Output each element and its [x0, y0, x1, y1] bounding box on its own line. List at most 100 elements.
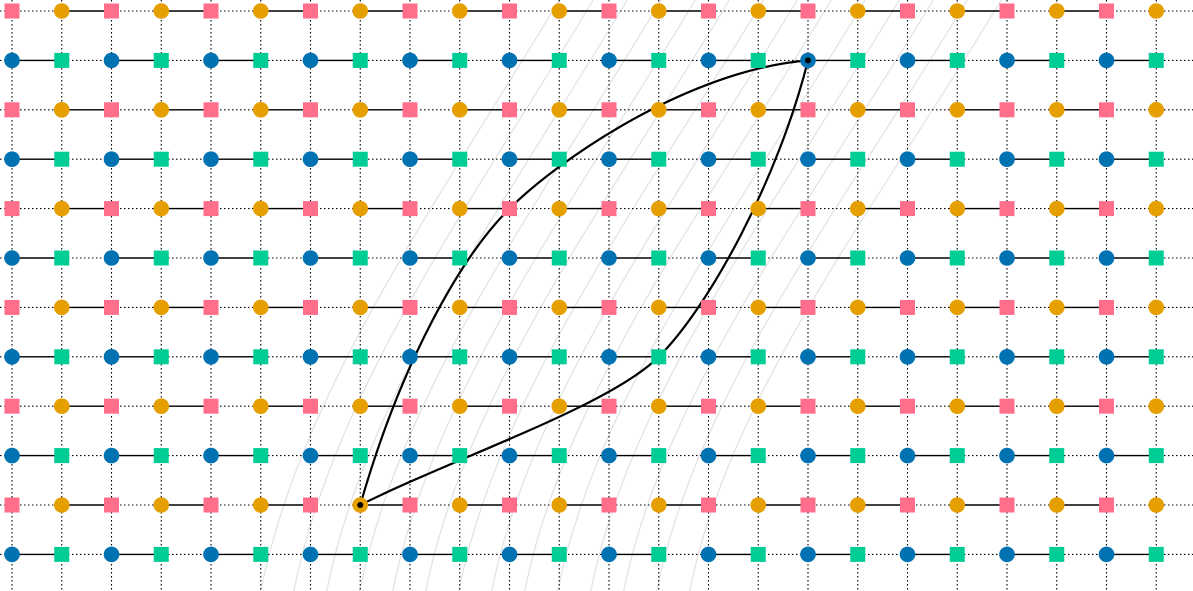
dot-orange-node — [1048, 102, 1065, 118]
square-green-node — [352, 349, 368, 365]
square-green-node — [1049, 546, 1065, 562]
square-pink-node — [1099, 3, 1114, 19]
square-green-node — [1148, 448, 1164, 464]
dot-orange-node — [1148, 200, 1165, 217]
dot-orange-node — [949, 200, 966, 217]
square-green-node — [1049, 52, 1065, 68]
loop-end-marker — [805, 57, 811, 64]
dot-orange-node — [451, 200, 468, 217]
faint-path — [260, 0, 560, 591]
dot-orange-node — [451, 102, 468, 118]
square-pink-node — [303, 3, 318, 19]
dot-orange-node — [352, 3, 369, 19]
dot-blue-node — [899, 447, 916, 464]
dot-orange-node — [949, 299, 966, 316]
square-green-node — [153, 448, 169, 464]
square-green-node — [153, 250, 169, 266]
dot-blue-node — [402, 546, 418, 563]
dot-orange-node — [551, 102, 568, 118]
dot-orange-node — [53, 398, 70, 415]
square-pink-node — [203, 497, 219, 513]
faint-path — [458, 0, 764, 591]
dot-blue-node — [103, 546, 120, 563]
square-green-node — [651, 349, 667, 365]
square-green-node — [452, 151, 468, 167]
dot-blue-node — [700, 52, 717, 69]
dot-blue-node — [800, 447, 816, 464]
dot-orange-node — [849, 3, 866, 19]
dot-orange-node — [352, 398, 369, 415]
dot-orange-node — [1148, 497, 1165, 513]
square-green-node — [949, 349, 965, 365]
faint-path — [656, 0, 968, 591]
dot-orange-node — [650, 102, 667, 118]
square-green-node — [153, 546, 169, 562]
square-pink-node — [701, 299, 716, 315]
dot-blue-node — [999, 349, 1015, 365]
dot-blue-node — [402, 349, 418, 365]
square-pink-node — [701, 497, 716, 513]
square-green-node — [1148, 52, 1164, 68]
dot-blue-node — [700, 349, 717, 365]
square-pink-node — [999, 299, 1015, 315]
square-pink-node — [4, 497, 20, 513]
square-pink-node — [800, 102, 816, 118]
square-green-node — [452, 349, 468, 365]
dot-orange-node — [849, 299, 866, 316]
square-pink-node — [402, 299, 418, 315]
dot-blue-node — [1098, 250, 1115, 266]
dot-orange-node — [551, 398, 568, 415]
dot-orange-node — [53, 102, 70, 118]
dot-blue-node — [1098, 349, 1115, 365]
dot-blue-node — [999, 151, 1015, 167]
dot-blue-node — [103, 250, 120, 266]
square-pink-node — [800, 3, 816, 19]
dot-blue-node — [1098, 52, 1115, 69]
square-green-node — [949, 250, 965, 266]
dot-blue-node — [700, 250, 717, 266]
square-green-node — [1148, 349, 1164, 365]
faint-path — [623, 0, 934, 591]
square-green-node — [54, 52, 70, 68]
dot-orange-node — [750, 497, 767, 513]
dot-orange-node — [650, 398, 667, 415]
dot-blue-node — [501, 546, 518, 563]
dot-orange-node — [551, 299, 568, 316]
dot-orange-node — [352, 200, 369, 217]
dot-orange-node — [53, 299, 70, 316]
square-green-node — [949, 546, 965, 562]
square-green-node — [750, 546, 766, 562]
dot-orange-node — [949, 497, 966, 513]
square-green-node — [651, 448, 667, 464]
square-green-node — [750, 52, 766, 68]
dot-orange-node — [352, 299, 369, 316]
dot-blue-node — [103, 151, 120, 167]
square-pink-node — [1099, 299, 1114, 315]
square-pink-node — [502, 201, 517, 217]
dot-orange-node — [551, 497, 568, 513]
dot-orange-node — [53, 3, 70, 19]
dot-blue-node — [1098, 151, 1115, 167]
square-pink-node — [701, 102, 716, 118]
dot-orange-node — [451, 3, 468, 19]
dot-orange-node — [153, 497, 170, 513]
square-green-node — [253, 250, 269, 266]
dot-orange-node — [252, 398, 269, 415]
square-pink-node — [104, 299, 119, 315]
dot-orange-node — [252, 3, 269, 19]
dot-blue-node — [501, 447, 518, 464]
dot-orange-node — [750, 398, 767, 415]
dot-blue-node — [800, 546, 816, 563]
dot-blue-node — [302, 151, 319, 167]
square-green-node — [850, 250, 866, 266]
dot-blue-node — [203, 447, 219, 464]
square-pink-node — [1099, 102, 1114, 118]
square-green-node — [551, 448, 567, 464]
square-green-node — [253, 52, 269, 68]
dot-orange-node — [252, 200, 269, 217]
dot-orange-node — [252, 102, 269, 118]
square-pink-node — [900, 398, 915, 414]
square-green-node — [54, 349, 70, 365]
square-pink-node — [303, 201, 318, 217]
